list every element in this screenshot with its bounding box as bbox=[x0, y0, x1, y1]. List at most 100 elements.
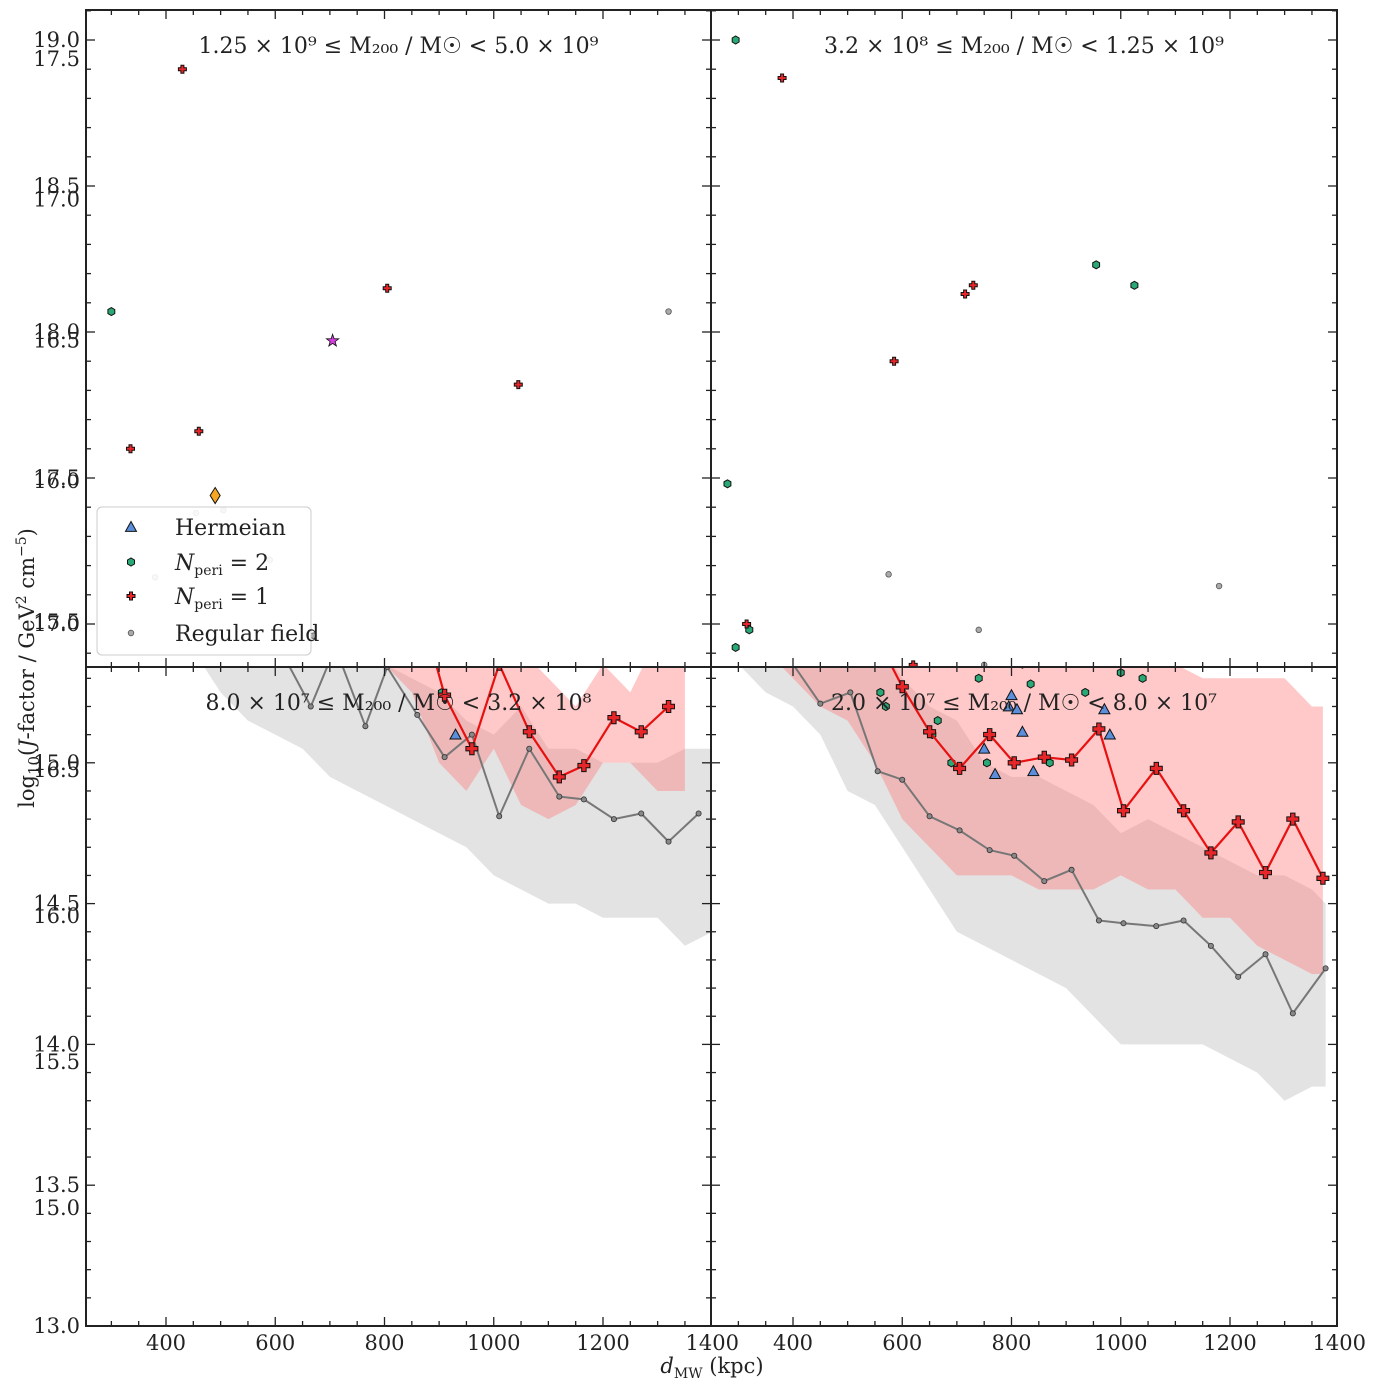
median-npr-marker bbox=[438, 688, 452, 702]
hermeian-point bbox=[919, 518, 930, 528]
regular-field-point bbox=[1331, 1112, 1337, 1118]
regular-median-marker bbox=[1262, 951, 1269, 958]
npr2-point bbox=[1026, 679, 1035, 689]
hermeian-point bbox=[744, 391, 755, 401]
median-npr-marker bbox=[1149, 761, 1163, 775]
regular-field-point bbox=[1009, 977, 1015, 983]
regular-field-point bbox=[766, 756, 772, 762]
regular-median-line bbox=[288, 667, 700, 843]
npr2-point bbox=[904, 590, 911, 598]
npr2-point bbox=[428, 497, 435, 505]
regular-median-marker bbox=[526, 745, 533, 752]
npr2-point bbox=[974, 673, 983, 683]
regular-median-marker bbox=[926, 813, 933, 820]
y-tick-label: 15.5 bbox=[33, 610, 80, 634]
legend-label: Nperi = 2 bbox=[174, 551, 269, 579]
npr1-point bbox=[194, 426, 204, 436]
median-npr-marker bbox=[552, 770, 566, 784]
npr1-point bbox=[814, 775, 822, 783]
npr1-point bbox=[915, 950, 923, 958]
regular-field-point bbox=[1214, 1077, 1220, 1083]
npr2-point bbox=[119, 379, 126, 387]
npr2-point bbox=[1112, 632, 1119, 640]
median-npr-marker bbox=[814, 591, 826, 603]
panel-border bbox=[710, 9, 1338, 668]
special-star-point bbox=[325, 333, 340, 347]
regular-field-point bbox=[1215, 582, 1223, 590]
legend: Hermeian Nperi = 2 Nperi = 1 Regular field bbox=[96, 506, 319, 656]
regular-field-point bbox=[1230, 1176, 1236, 1182]
npr2-point bbox=[749, 280, 756, 288]
hermeian-point bbox=[755, 555, 766, 565]
npr2-point bbox=[100, 322, 107, 330]
regular-median-marker bbox=[1153, 923, 1160, 930]
npr2-point bbox=[765, 294, 772, 302]
regular-median-marker bbox=[333, 645, 338, 650]
x-tick-label: 800 bbox=[364, 1331, 404, 1355]
y-tick-label: 18.0 bbox=[33, 320, 80, 344]
npr2-point bbox=[146, 351, 153, 359]
hermeian-point bbox=[191, 436, 202, 446]
y-tick-label: 14.0 bbox=[33, 1032, 80, 1056]
median-npr-marker bbox=[1007, 756, 1021, 770]
hermeian-point bbox=[92, 388, 103, 398]
npr1-point bbox=[844, 862, 852, 870]
regular-field-point bbox=[1271, 1182, 1277, 1188]
npr2-point bbox=[108, 379, 115, 387]
median-npr-marker bbox=[160, 368, 172, 380]
npr2-point bbox=[881, 701, 890, 712]
x-tick-label: 400 bbox=[773, 1331, 813, 1355]
regular-median-marker bbox=[1180, 917, 1187, 924]
x-tick-label: 600 bbox=[882, 1331, 922, 1355]
npr2-point bbox=[983, 758, 991, 768]
npr2-point bbox=[127, 280, 134, 288]
median-npr-marker bbox=[1065, 753, 1079, 767]
npr2-point bbox=[1060, 500, 1067, 508]
npr1-point bbox=[838, 1017, 846, 1025]
median-npr-marker bbox=[1286, 812, 1300, 826]
npr2-point bbox=[742, 393, 749, 401]
regular-field-point bbox=[752, 767, 758, 773]
regular-field-point bbox=[908, 928, 914, 934]
npr2-point bbox=[740, 477, 747, 485]
regular-median-marker bbox=[847, 689, 854, 696]
regular-median-marker bbox=[362, 723, 369, 730]
npr1-point bbox=[889, 356, 899, 366]
y-tick-label: 16.0 bbox=[33, 469, 80, 493]
npr2-point bbox=[828, 548, 835, 556]
npr2-point bbox=[738, 505, 745, 513]
hermeian-point bbox=[352, 476, 363, 486]
regular-field-point bbox=[812, 776, 818, 782]
npr1-point bbox=[968, 280, 978, 290]
regular-field-point bbox=[1102, 1100, 1108, 1106]
ticks bbox=[710, 10, 1337, 667]
panel-title: 2.0 × 10⁷ ≤ M₂₀₀ / M☉ < 8.0 × 10⁷ bbox=[831, 691, 1217, 716]
regular-field-point bbox=[1246, 1088, 1252, 1094]
npr2-point bbox=[1093, 590, 1100, 598]
frame-4: 400 600 800 1000 1200 1400 2.0 × 10⁷ ≤ M₂₀₀ / … bbox=[710, 666, 1366, 1355]
median-npr-marker bbox=[1204, 846, 1218, 860]
hermeian-point bbox=[826, 540, 837, 550]
regular-field-point bbox=[1031, 1010, 1037, 1016]
regular-field-point bbox=[1025, 977, 1031, 983]
npr2-point bbox=[735, 491, 742, 499]
npr2-point bbox=[861, 604, 868, 612]
regular-median-marker bbox=[695, 810, 702, 817]
regular-median-marker bbox=[1068, 866, 1075, 873]
median-npr-marker bbox=[662, 700, 675, 713]
npr2-point bbox=[1138, 673, 1147, 683]
regular-median-marker bbox=[414, 711, 421, 718]
npr2-point bbox=[133, 477, 140, 485]
npr2-point bbox=[130, 263, 137, 271]
regular-field-point bbox=[744, 703, 750, 709]
hermeian-point bbox=[1027, 764, 1040, 777]
npr2-point bbox=[762, 351, 769, 359]
npr2-point bbox=[1045, 758, 1054, 768]
npr1-point bbox=[803, 792, 811, 800]
npr2-point bbox=[732, 308, 739, 316]
regular-field-point bbox=[1268, 1132, 1274, 1138]
npr2-point bbox=[726, 365, 733, 373]
npr2-point bbox=[400, 598, 407, 606]
panel-frames: 15.0 15.5 16.0 16.5 17.0 17.5 18.0 18.5 19.0 1.25… bbox=[33, 9, 1366, 1355]
npr1-point bbox=[953, 979, 961, 987]
